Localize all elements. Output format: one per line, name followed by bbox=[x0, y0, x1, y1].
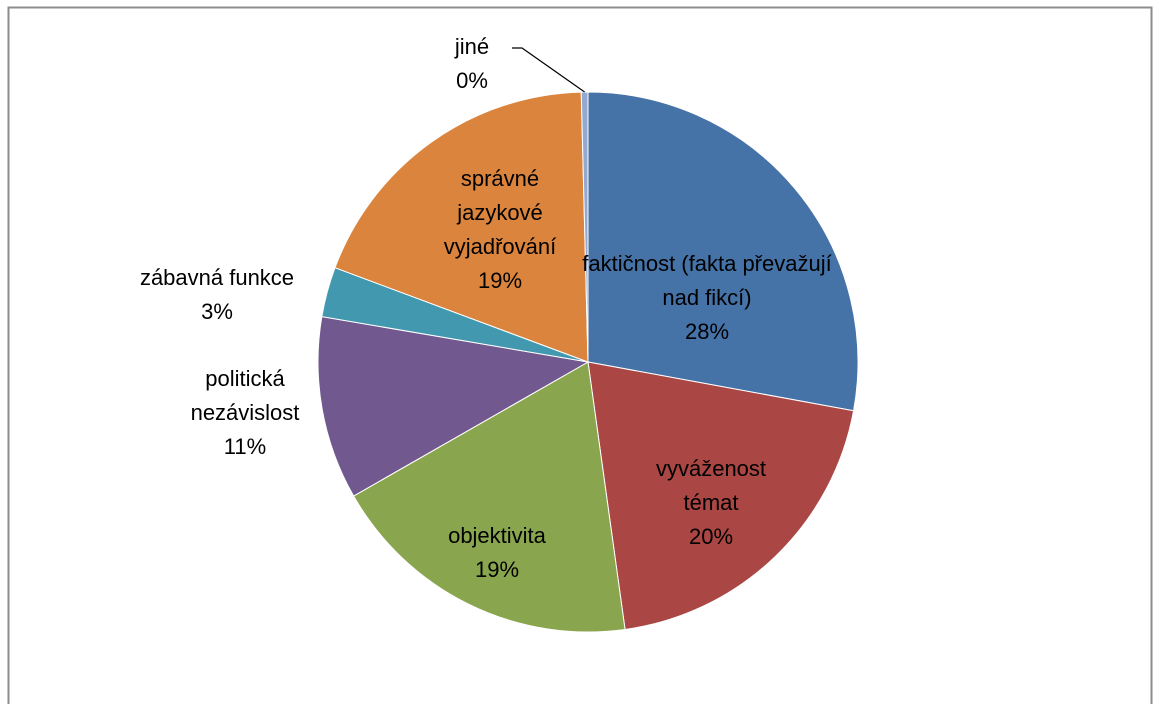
data-label: jiné 0% bbox=[432, 30, 512, 98]
category-label: politická nezávislost bbox=[190, 366, 300, 425]
value-label: 3% bbox=[201, 299, 233, 324]
pie-slice bbox=[334, 91, 589, 363]
value-label: 11% bbox=[223, 434, 267, 459]
data-label: objektivita 19% bbox=[417, 519, 577, 587]
data-label: zábavná funkce 3% bbox=[102, 261, 332, 329]
data-label: faktičnost (fakta převažují nad fikcí) 28… bbox=[582, 247, 832, 349]
value-label: 0% bbox=[456, 68, 488, 93]
pie-slice bbox=[352, 361, 626, 633]
value-label: 19% bbox=[477, 268, 523, 293]
category-label: zábavná funkce bbox=[139, 265, 295, 290]
chart-frame bbox=[7, 6, 1153, 704]
category-label: vyváženost témat bbox=[655, 456, 767, 515]
pie-slice bbox=[587, 91, 859, 412]
data-label: vyváženost témat 20% bbox=[641, 452, 781, 554]
category-label: správné jazykové vyjadřování bbox=[443, 166, 557, 259]
category-label: jiné bbox=[454, 34, 490, 59]
pie-slice bbox=[580, 91, 589, 363]
pie-slice bbox=[317, 316, 590, 497]
category-label: objektivita bbox=[448, 523, 546, 548]
category-label: faktičnost (fakta převažují nad fikcí) bbox=[582, 251, 832, 310]
data-label: správné jazykové vyjadřování 19% bbox=[420, 162, 580, 298]
data-label: politická nezávislost 11% bbox=[160, 362, 330, 464]
value-label: 28% bbox=[684, 319, 730, 344]
leader-line bbox=[512, 47, 585, 93]
value-label: 20% bbox=[688, 524, 734, 549]
value-label: 19% bbox=[474, 557, 520, 582]
pie-slice bbox=[587, 361, 855, 631]
